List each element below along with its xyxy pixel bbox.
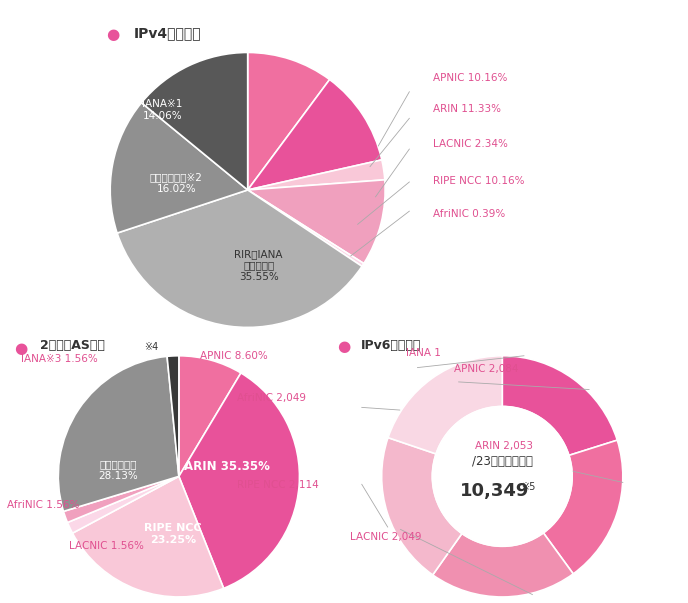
Text: LACNIC 2,049: LACNIC 2,049 (350, 532, 421, 541)
Text: IANA 1: IANA 1 (406, 348, 441, 358)
Text: ●: ● (107, 27, 120, 42)
Text: ARIN 2,053: ARIN 2,053 (475, 441, 533, 451)
Wedge shape (502, 356, 617, 455)
Text: ARIN 11.33%: ARIN 11.33% (433, 104, 502, 113)
Wedge shape (433, 533, 573, 597)
Wedge shape (110, 103, 248, 233)
Text: LACNIC 2.34%: LACNIC 2.34% (433, 139, 508, 148)
Text: IPv4アドレス: IPv4アドレス (134, 26, 202, 40)
Text: IANA※1
14.06%: IANA※1 14.06% (142, 99, 182, 121)
Text: /23のブロック数: /23のブロック数 (472, 455, 533, 469)
Wedge shape (67, 476, 179, 533)
Wedge shape (248, 160, 385, 190)
Text: ※5: ※5 (522, 482, 536, 492)
Text: IPv6アドレス: IPv6アドレス (361, 339, 422, 353)
Wedge shape (167, 356, 179, 476)
Text: APNIC 10.16%: APNIC 10.16% (433, 74, 508, 83)
Wedge shape (58, 356, 179, 511)
Circle shape (432, 406, 572, 546)
Wedge shape (142, 52, 248, 190)
Wedge shape (248, 80, 382, 190)
Text: 未割り振り分※2
16.02%: 未割り振り分※2 16.02% (150, 172, 203, 194)
Text: ARIN 35.35%: ARIN 35.35% (184, 460, 270, 473)
Text: RIPE NCC 2,114: RIPE NCC 2,114 (237, 481, 319, 490)
Text: RIPE NCC
23.25%: RIPE NCC 23.25% (144, 523, 202, 545)
Text: LACNIC 1.56%: LACNIC 1.56% (69, 541, 144, 551)
Wedge shape (388, 356, 502, 454)
Wedge shape (117, 190, 362, 327)
Wedge shape (248, 190, 364, 267)
Text: RIPE NCC 10.16%: RIPE NCC 10.16% (433, 176, 525, 186)
Wedge shape (248, 52, 330, 190)
Wedge shape (63, 476, 179, 523)
Wedge shape (544, 440, 623, 574)
Wedge shape (179, 356, 241, 476)
Wedge shape (248, 180, 385, 264)
Text: ●: ● (337, 339, 350, 355)
Text: IANA※3 1.56%: IANA※3 1.56% (21, 354, 98, 364)
Text: APNIC 8.60%: APNIC 8.60% (200, 351, 267, 361)
Text: 2バイトAS番号: 2バイトAS番号 (40, 339, 105, 353)
Wedge shape (382, 438, 462, 575)
Text: ●: ● (14, 341, 27, 356)
Text: RIR、IANA
以外の組織
35.55%: RIR、IANA 以外の組織 35.55% (235, 249, 283, 282)
Text: 10,349: 10,349 (460, 482, 530, 500)
Text: AfriNIC 0.39%: AfriNIC 0.39% (433, 209, 506, 219)
Text: AfriNIC 1.56%: AfriNIC 1.56% (7, 500, 79, 510)
Text: APNIC 2,084: APNIC 2,084 (454, 364, 519, 374)
Wedge shape (72, 476, 224, 597)
Wedge shape (179, 373, 299, 589)
Text: AfriNIC 2,049: AfriNIC 2,049 (237, 393, 306, 403)
Text: 未割り振り分
28.13%: 未割り振り分 28.13% (98, 459, 138, 481)
Text: ※4: ※4 (144, 342, 159, 352)
